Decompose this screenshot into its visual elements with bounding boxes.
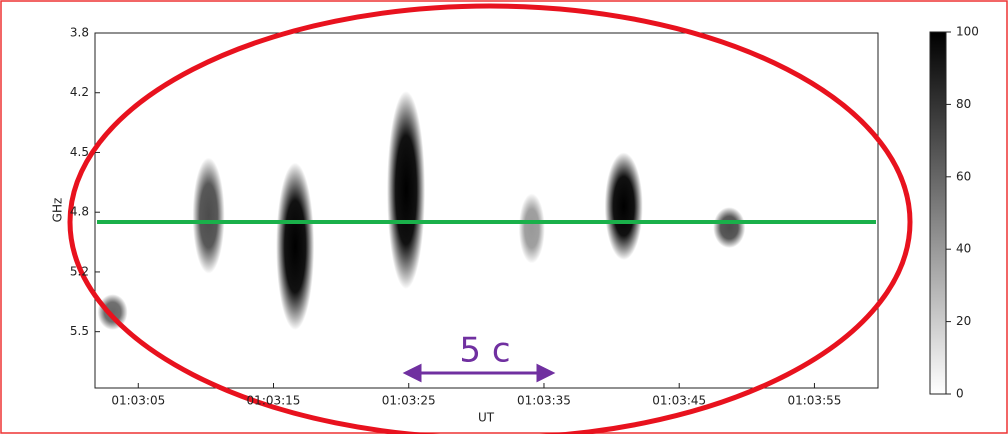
arrow bbox=[402, 363, 556, 383]
colorbar-tick-label: 20 bbox=[956, 314, 971, 328]
colorbar-tick-label: 100 bbox=[956, 25, 979, 39]
plot-border bbox=[94, 32, 879, 389]
colorbar-tick-label: 80 bbox=[956, 97, 971, 111]
x-axis-label: UT bbox=[478, 411, 495, 425]
y-tick-label: 5.5 bbox=[70, 324, 89, 338]
colorbar-tick-label: 0 bbox=[956, 387, 964, 401]
y-tick-label: 4.5 bbox=[70, 145, 89, 159]
colorbar-tick-label: 40 bbox=[956, 242, 971, 256]
x-tick-label: 01:03:55 bbox=[787, 394, 841, 408]
burst bbox=[192, 157, 225, 274]
burst bbox=[387, 91, 426, 290]
x-tick-label: 01:03:35 bbox=[517, 394, 571, 408]
burst bbox=[713, 207, 746, 249]
x-tick-label: 01:03:45 bbox=[652, 394, 706, 408]
x-tick-label: 01:03:05 bbox=[111, 394, 165, 408]
colorbar bbox=[929, 31, 947, 395]
plot-area bbox=[97, 91, 746, 330]
annotation: 5 c bbox=[459, 331, 510, 371]
y-axis-label: GHz bbox=[51, 198, 65, 223]
y-tick-label: 3.8 bbox=[70, 26, 89, 40]
x-tick-label: 01:03:25 bbox=[382, 394, 436, 408]
burst bbox=[276, 162, 315, 330]
red-ellipse bbox=[67, 3, 913, 438]
x-tick-label: 01:03:15 bbox=[247, 394, 301, 408]
colorbar-tick-label: 60 bbox=[956, 169, 971, 183]
y-tick-label: 5.2 bbox=[70, 264, 89, 278]
y-tick-label: 4.8 bbox=[70, 205, 89, 219]
burst bbox=[518, 193, 545, 264]
burst bbox=[604, 152, 643, 260]
y-tick-label: 4.2 bbox=[70, 85, 89, 99]
